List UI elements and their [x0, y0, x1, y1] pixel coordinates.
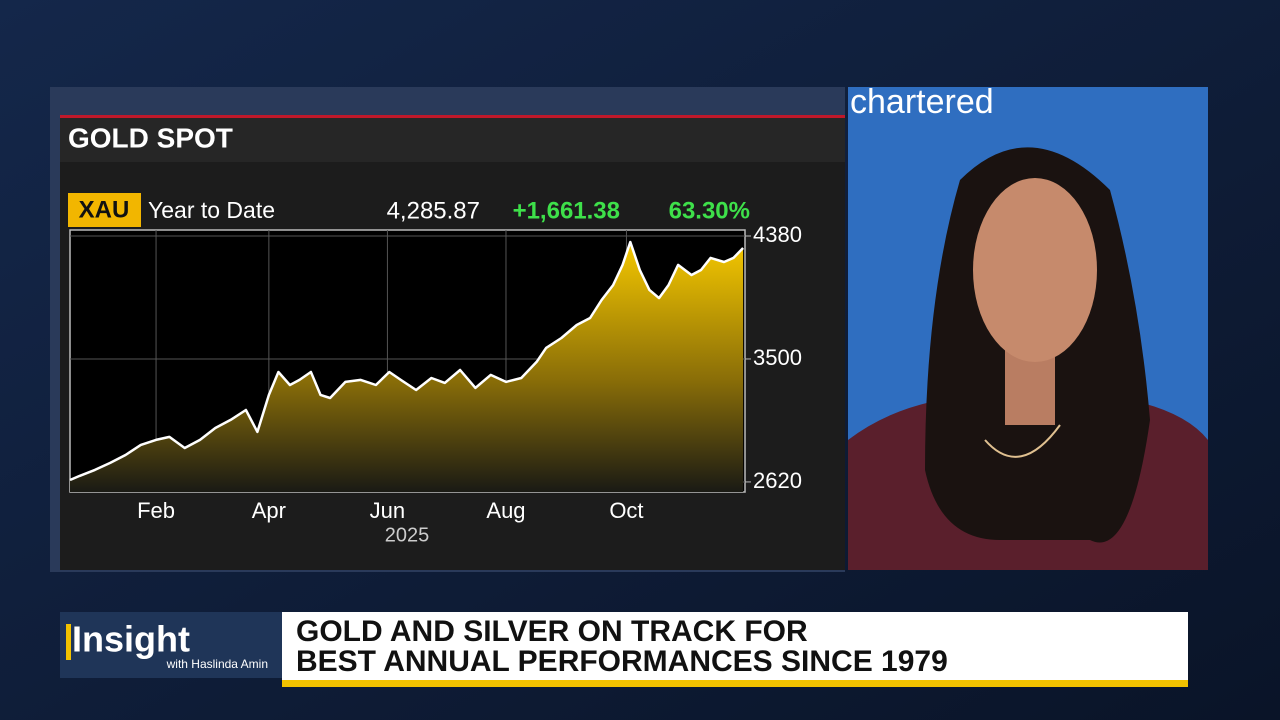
- period: Year to Date: [148, 197, 275, 223]
- change: +1,661.38: [513, 197, 620, 224]
- y-tick-label: 3500: [753, 345, 802, 370]
- chart: 2620 3500 4380 Feb Apr Jun Aug Oct: [69, 222, 802, 523]
- line: [69, 240, 744, 482]
- x-tick-label: Aug: [486, 498, 525, 523]
- brand: Insight: [72, 619, 190, 660]
- presenter-necklace: [984, 424, 1061, 458]
- brand-accent: [66, 624, 71, 660]
- ticker-badge: [68, 193, 141, 227]
- x-tick-label: Oct: [609, 498, 643, 523]
- presenter-face: [973, 178, 1097, 362]
- title-bar: [60, 118, 845, 162]
- x-tick-label: Feb: [137, 498, 175, 523]
- chart-title: GOLD SPOT: [68, 122, 233, 153]
- y-tick-label: 2620: [753, 468, 802, 493]
- y-tick-label: 4380: [753, 222, 802, 247]
- brand-box: [60, 612, 282, 678]
- headline-box: [282, 612, 1188, 680]
- headline-line: GOLD AND SILVER ON TRACK FOR: [296, 615, 808, 648]
- title-rule: [60, 115, 845, 118]
- x-axis-label: 2025: [385, 524, 430, 546]
- area: [70, 242, 744, 492]
- headline-line: BEST ANNUAL PERFORMANCES SINCE 1979: [296, 645, 948, 678]
- last-price: 4,285.87: [387, 197, 480, 224]
- backdrop-text: chartered: [850, 83, 994, 121]
- host: with Haslinda Amin: [166, 657, 268, 671]
- ticker: XAU: [79, 196, 130, 223]
- change-pct: 63.30%: [669, 197, 750, 224]
- x-tick-label: Apr: [252, 498, 286, 523]
- x-tick-label: Jun: [370, 498, 405, 523]
- headline-rule: [282, 680, 1188, 687]
